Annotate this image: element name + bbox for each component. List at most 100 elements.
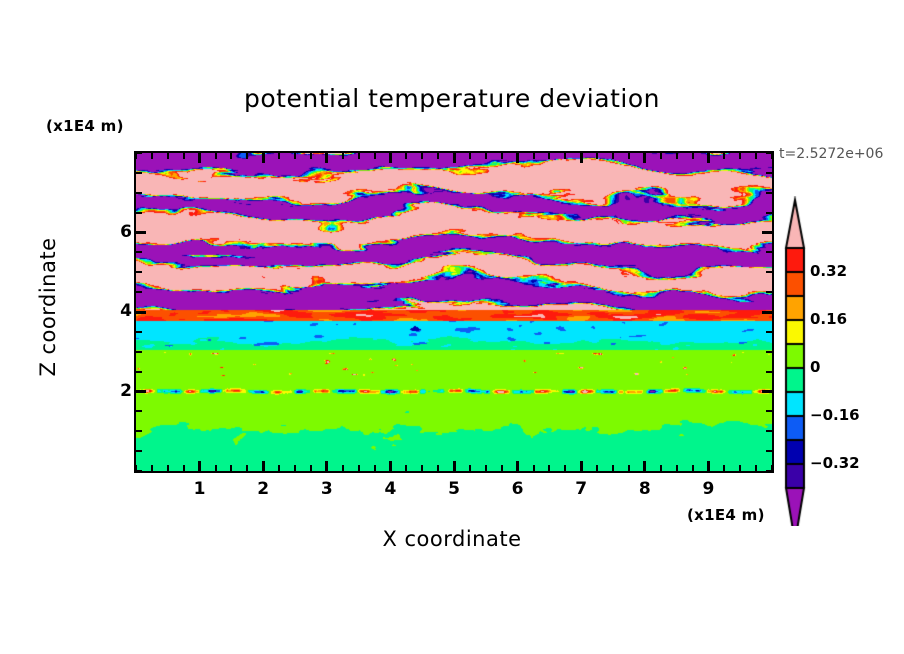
- contour-field: [136, 153, 772, 471]
- tick-mark: [182, 465, 185, 471]
- tick-mark: [766, 330, 772, 333]
- tick-mark: [246, 465, 249, 471]
- tick-mark: [548, 465, 551, 471]
- tick-mark: [766, 450, 772, 453]
- colorbar-tick-label: −0.16: [810, 406, 860, 424]
- tick-mark: [755, 153, 758, 159]
- tick-mark: [452, 153, 456, 163]
- tick-mark: [136, 390, 146, 393]
- x-tick-label: 6: [511, 479, 524, 499]
- tick-mark: [659, 465, 662, 471]
- tick-mark: [762, 390, 772, 393]
- tick-mark: [357, 153, 360, 159]
- tick-mark: [166, 465, 169, 471]
- tick-mark: [136, 450, 142, 453]
- tick-mark: [182, 153, 185, 159]
- tick-mark: [766, 251, 772, 254]
- tick-mark: [373, 465, 376, 471]
- tick-mark: [596, 465, 599, 471]
- tick-mark: [294, 153, 296, 159]
- tick-mark: [771, 465, 773, 471]
- tick-mark: [309, 465, 312, 471]
- tick-mark: [739, 465, 742, 471]
- tick-mark: [532, 153, 535, 159]
- x-tick-label: 9: [702, 479, 715, 499]
- tick-mark: [766, 430, 772, 433]
- tick-mark: [136, 231, 146, 234]
- tick-mark: [136, 410, 142, 413]
- tick-mark: [136, 211, 142, 214]
- x-tick-label: 3: [320, 479, 333, 499]
- tick-mark: [723, 153, 726, 159]
- tick-mark: [309, 153, 312, 159]
- tick-mark: [261, 153, 265, 163]
- tick-mark: [484, 153, 487, 159]
- x-axis-label: X coordinate: [382, 527, 522, 551]
- tick-mark: [771, 153, 773, 159]
- tick-mark: [198, 461, 202, 471]
- tick-mark: [766, 152, 772, 154]
- y-tick-label: 2: [120, 380, 132, 401]
- tick-mark: [214, 153, 217, 159]
- tick-mark: [691, 153, 694, 159]
- tick-mark: [136, 430, 142, 433]
- tick-mark: [762, 231, 772, 234]
- tick-mark: [214, 465, 217, 471]
- tick-mark: [766, 470, 772, 472]
- tick-mark: [230, 465, 233, 471]
- tick-mark: [136, 291, 142, 294]
- tick-mark: [579, 153, 583, 163]
- tick-mark: [484, 465, 487, 471]
- tick-mark: [373, 153, 376, 159]
- tick-mark: [294, 465, 296, 471]
- tick-mark: [136, 470, 142, 472]
- tick-mark: [325, 461, 329, 471]
- tick-mark: [246, 153, 249, 159]
- tick-mark: [500, 465, 503, 471]
- tick-mark: [468, 153, 471, 159]
- tick-mark: [150, 153, 153, 159]
- tick-mark: [675, 153, 678, 159]
- tick-mark: [388, 461, 392, 471]
- page-title: potential temperature deviation: [244, 84, 660, 113]
- tick-mark: [136, 191, 142, 194]
- colorbar-tick-label: 0.32: [810, 262, 848, 280]
- tick-mark: [325, 153, 329, 163]
- tick-mark: [341, 153, 344, 159]
- x-tick-label: 5: [448, 479, 460, 499]
- x-axis-unit-label: (x1E4 m): [687, 506, 765, 524]
- y-tick-label: 4: [120, 301, 132, 321]
- tick-mark: [755, 465, 758, 471]
- tick-mark: [516, 153, 520, 163]
- timestamp-annotation: t=2.5272e+06: [779, 146, 884, 162]
- tick-mark: [136, 310, 146, 314]
- tick-mark: [135, 465, 137, 471]
- tick-mark: [766, 350, 772, 353]
- tick-mark: [136, 350, 142, 353]
- tick-mark: [437, 465, 440, 471]
- tick-mark: [230, 153, 233, 159]
- tick-mark: [659, 153, 662, 159]
- tick-mark: [706, 153, 710, 163]
- tick-mark: [564, 153, 567, 159]
- tick-mark: [278, 153, 281, 159]
- plot-area: [134, 151, 774, 473]
- colorbar-tick-label: 0.16: [810, 310, 848, 328]
- tick-mark: [261, 461, 265, 471]
- colorbar-tick-label: −0.32: [810, 454, 860, 472]
- colorbar-gradient: [780, 196, 820, 526]
- tick-mark: [150, 465, 153, 471]
- tick-mark: [437, 153, 440, 159]
- tick-mark: [564, 465, 567, 471]
- tick-mark: [766, 211, 772, 214]
- tick-mark: [388, 153, 392, 163]
- x-tick-label: 8: [638, 479, 651, 499]
- y-axis-label: Z coordinate: [36, 237, 60, 377]
- tick-mark: [136, 370, 142, 373]
- tick-mark: [136, 251, 142, 254]
- tick-mark: [136, 171, 142, 174]
- tick-mark: [135, 153, 137, 159]
- tick-mark: [612, 465, 614, 471]
- tick-mark: [675, 465, 678, 471]
